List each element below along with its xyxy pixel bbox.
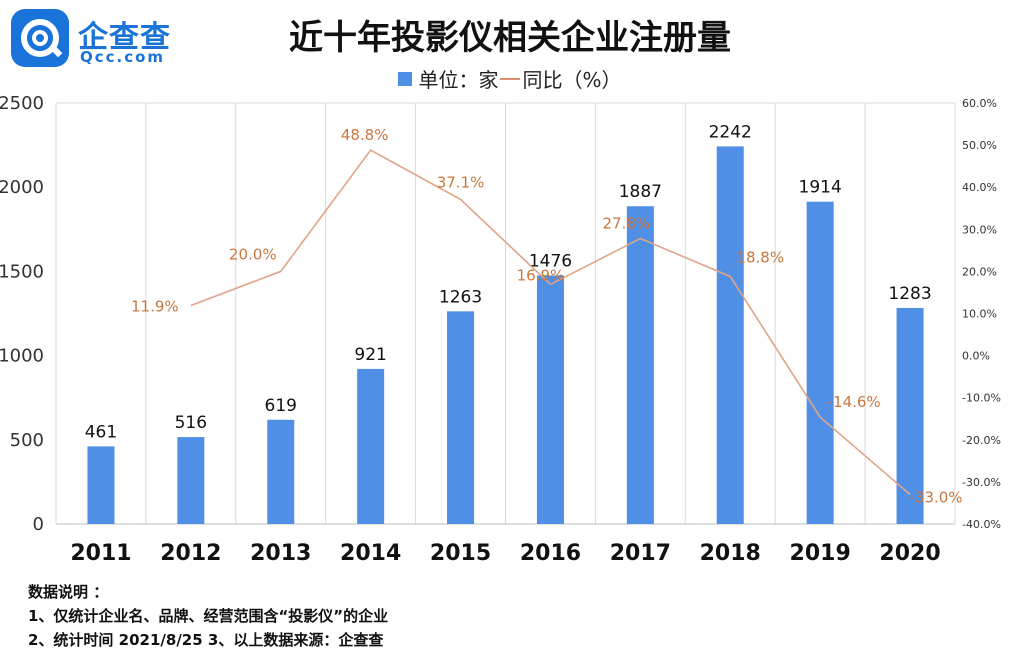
y-right-tick-label: 10.0% (962, 308, 997, 321)
yoy-value-label: 37.1% (437, 173, 485, 191)
notes-heading: 数据说明 ： (28, 583, 109, 601)
bar-value-label: 461 (85, 422, 117, 442)
y-left-tick-label: 1000 (0, 346, 44, 367)
chart-legend: 单位：家 同比（%） (0, 64, 1020, 93)
bar (806, 201, 834, 524)
bar-value-label: 2242 (709, 122, 752, 142)
y-left-tick-label: 2000 (0, 177, 44, 198)
legend-bar-swatch (398, 71, 413, 86)
y-left-tick-label: 0 (33, 514, 44, 535)
qcc-logo-icon (11, 9, 69, 67)
y-right-tick-label: -40.0% (962, 518, 1001, 531)
y-right-tick-label: 60.0% (962, 97, 997, 110)
y-right-tick-label: -10.0% (962, 392, 1001, 405)
legend-line-label: 同比（%） (522, 68, 622, 92)
bar (267, 419, 295, 524)
bar (447, 311, 475, 524)
bar (626, 206, 654, 525)
x-tick-label: 2015 (430, 541, 491, 566)
yoy-value-label: 48.8% (341, 126, 389, 144)
x-tick-label: 2020 (879, 541, 940, 566)
qcc-logo: 企查查 Qcc.com (10, 8, 190, 74)
y-left-tick-label: 500 (10, 430, 44, 451)
bar-value-label: 1887 (619, 182, 662, 202)
bar-value-label: 1476 (529, 251, 572, 271)
y-right-tick-label: 30.0% (962, 223, 997, 236)
y-right-tick-label: -20.0% (962, 434, 1001, 447)
yoy-value-label: -33.0% (910, 489, 963, 507)
notes-line-2: 2、统计时间 2021/8/25 3、以上数据来源：企查查 (28, 631, 384, 649)
bar-value-label: 619 (265, 396, 297, 416)
yoy-value-label: 27.8% (603, 215, 651, 233)
bar-value-label: 1914 (799, 178, 842, 198)
x-tick-label: 2019 (790, 541, 851, 566)
bar-value-label: 1263 (439, 287, 482, 307)
y-right-tick-label: 0.0% (962, 350, 990, 363)
bar (716, 146, 744, 524)
data-notes: 数据说明 ： 1、仅统计企业名、品牌、经营范围含“投影仪”的企业 2、统计时间 … (28, 580, 388, 652)
y-left-tick-label: 1500 (0, 261, 44, 282)
yoy-value-label: 11.9% (131, 298, 179, 316)
bar (357, 368, 385, 524)
x-tick-label: 2017 (610, 541, 671, 566)
x-tick-label: 2013 (250, 541, 311, 566)
yoy-value-label: 20.0% (229, 245, 277, 263)
x-tick-label: 2011 (70, 541, 131, 566)
legend-line-swatch (500, 77, 521, 80)
bar (87, 446, 115, 524)
logo-name-en: Qcc.com (80, 48, 166, 66)
bar (177, 437, 205, 524)
x-tick-label: 2014 (340, 541, 401, 566)
y-left-tick-label: 2500 (0, 93, 44, 114)
yoy-value-label: -14.6% (828, 393, 881, 411)
x-tick-label: 2012 (160, 541, 221, 566)
y-right-tick-label: 50.0% (962, 139, 997, 152)
yoy-line (190, 149, 911, 496)
bar-value-label: 921 (354, 345, 386, 365)
bar-value-label: 516 (175, 413, 207, 433)
chart-title: 近十年投影仪相关企业注册量 (289, 18, 731, 58)
yoy-value-label: 16.9% (517, 266, 565, 284)
logo-name-cn: 企查查 (78, 20, 171, 55)
y-right-tick-label: 20.0% (962, 265, 997, 278)
bar (536, 275, 564, 524)
legend-bar-label: 单位：家 (418, 68, 499, 92)
yoy-value-label: 18.8% (736, 248, 784, 266)
x-tick-label: 2016 (520, 541, 581, 566)
bar (896, 307, 924, 524)
x-tick-label: 2018 (700, 541, 761, 566)
y-right-tick-label: 40.0% (962, 181, 997, 194)
y-right-tick-label: -30.0% (962, 476, 1001, 489)
bar-value-label: 1283 (888, 284, 931, 304)
notes-line-1: 1、仅统计企业名、品牌、经营范围含“投影仪”的企业 (28, 607, 389, 625)
